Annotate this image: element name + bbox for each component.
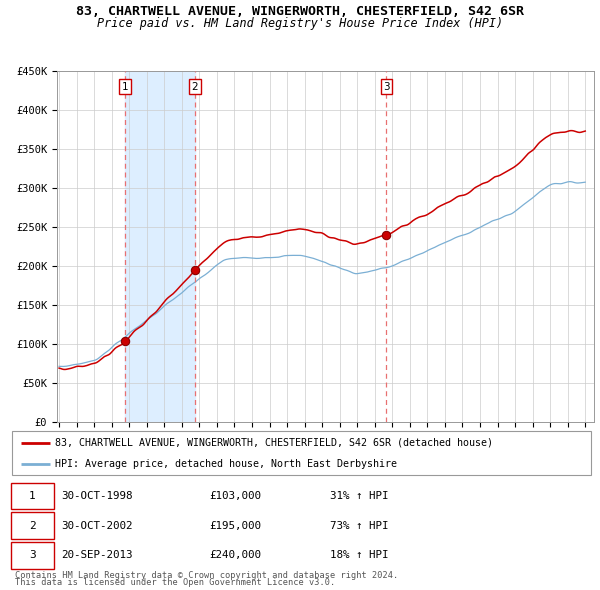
Text: 73% ↑ HPI: 73% ↑ HPI: [331, 520, 389, 530]
Text: 18% ↑ HPI: 18% ↑ HPI: [331, 550, 389, 560]
Text: 3: 3: [383, 81, 390, 91]
Text: This data is licensed under the Open Government Licence v3.0.: This data is licensed under the Open Gov…: [15, 578, 335, 587]
FancyBboxPatch shape: [11, 542, 54, 569]
Text: 30-OCT-1998: 30-OCT-1998: [61, 491, 133, 501]
Text: 1: 1: [122, 81, 128, 91]
Bar: [125, 71, 195, 422]
Text: Contains HM Land Registry data © Crown copyright and database right 2024.: Contains HM Land Registry data © Crown c…: [15, 571, 398, 579]
Text: 2: 2: [192, 81, 199, 91]
Text: £195,000: £195,000: [209, 520, 261, 530]
FancyBboxPatch shape: [11, 512, 54, 539]
Text: 3: 3: [29, 550, 36, 560]
Text: 83, CHARTWELL AVENUE, WINGERWORTH, CHESTERFIELD, S42 6SR: 83, CHARTWELL AVENUE, WINGERWORTH, CHEST…: [76, 5, 524, 18]
Text: 30-OCT-2002: 30-OCT-2002: [61, 520, 133, 530]
Text: 2: 2: [29, 520, 36, 530]
Text: £240,000: £240,000: [209, 550, 261, 560]
Text: 1: 1: [29, 491, 36, 501]
Text: 83, CHARTWELL AVENUE, WINGERWORTH, CHESTERFIELD, S42 6SR (detached house): 83, CHARTWELL AVENUE, WINGERWORTH, CHEST…: [55, 438, 493, 448]
Text: 20-SEP-2013: 20-SEP-2013: [61, 550, 133, 560]
Text: HPI: Average price, detached house, North East Derbyshire: HPI: Average price, detached house, Nort…: [55, 459, 397, 469]
FancyBboxPatch shape: [12, 431, 591, 475]
Text: Price paid vs. HM Land Registry's House Price Index (HPI): Price paid vs. HM Land Registry's House …: [97, 17, 503, 30]
FancyBboxPatch shape: [11, 483, 54, 509]
Text: £103,000: £103,000: [209, 491, 261, 501]
Text: 31% ↑ HPI: 31% ↑ HPI: [331, 491, 389, 501]
